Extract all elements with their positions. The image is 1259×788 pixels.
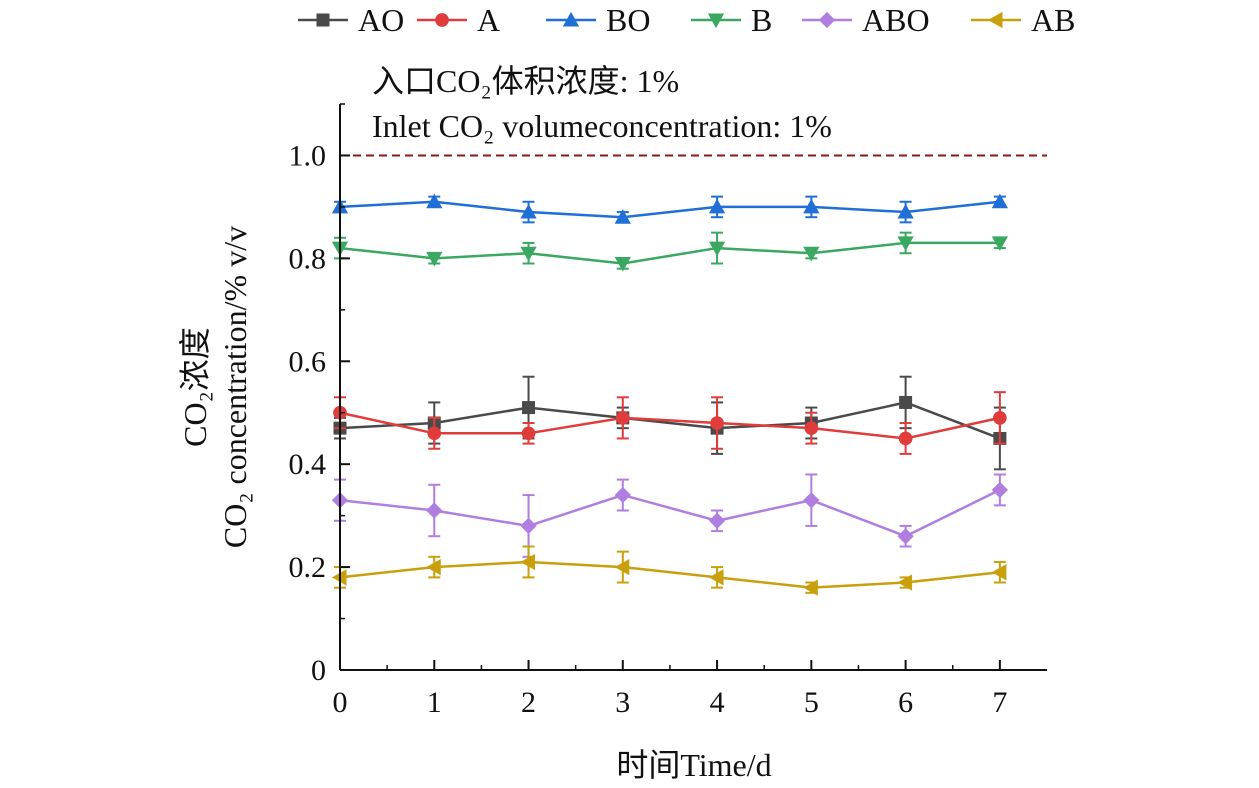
y-axis-label: CO₂浓度 CO₂ concentration/% v/v [177,226,253,548]
data-point [897,528,913,544]
legend-marker [435,13,449,27]
y-tick-label: 0.4 [289,448,327,481]
data-point [899,432,913,446]
data-point [522,401,535,414]
data-point [803,492,819,508]
axes: 0 1 2 3 4 5 6 7 0 0.2 0.4 0.6 0.8 1.0 [289,104,1048,719]
x-tick-label: 2 [521,686,536,719]
legend-label: BO [606,2,650,38]
legend-item-ab: AB [971,2,1075,38]
y-tick-label: 1.0 [289,139,327,172]
y-tick-label: 0.2 [289,551,327,584]
plot-area [332,155,1047,595]
series-bo [332,194,1008,224]
data-point [522,426,536,440]
legend-label: AO [358,2,404,38]
legend-marker [819,12,835,28]
annotation-en: Inlet CO₂ volumeconcentration: 1% [372,108,832,144]
legend-item-b: B [691,2,772,38]
data-point [899,396,912,409]
legend-label: B [751,2,772,38]
data-point [426,502,442,518]
y-axis-label-zh: CO₂浓度 [177,327,213,447]
data-point [805,421,819,435]
co2-concentration-chart: AO A BO B ABO AB 入口CO₂体积浓度: 1% Inlet CO₂ volu… [0,0,1259,788]
y-tick-label: 0 [311,654,326,687]
x-tick-label: 3 [615,686,630,719]
annotation-zh: 入口CO₂体积浓度: 1% [372,63,679,99]
data-point [615,487,631,503]
legend-label: AB [1031,2,1075,38]
x-tick-label: 7 [992,686,1007,719]
x-tick-label: 1 [427,686,442,719]
legend-marker [317,14,330,27]
legend-item-ao: AO [298,2,404,38]
legend: AO A BO B ABO AB [298,2,1075,38]
legend-item-a: A [417,2,500,38]
y-tick-label: 0.6 [289,345,327,378]
x-axis-label: 时间Time/d [616,747,771,783]
legend-label: ABO [862,2,930,38]
data-point [993,411,1007,425]
series-b [332,233,1008,272]
data-point [616,411,630,425]
data-point [709,513,725,529]
data-point [992,482,1008,498]
series-abo [332,474,1008,556]
x-tick-label: 4 [710,686,725,719]
legend-label: A [477,2,500,38]
series-ab [332,547,1006,596]
legend-item-abo: ABO [802,2,930,38]
y-axis-label-en: CO₂ concentration/% v/v [217,226,253,548]
y-tick-label: 0.8 [289,242,327,275]
x-tick-label: 6 [898,686,913,719]
x-tick-label: 0 [333,686,348,719]
data-point [520,518,536,534]
data-point [427,426,441,440]
x-tick-label: 5 [804,686,819,719]
legend-item-bo: BO [546,2,650,38]
data-point [710,416,724,430]
legend-marker [988,12,1003,28]
